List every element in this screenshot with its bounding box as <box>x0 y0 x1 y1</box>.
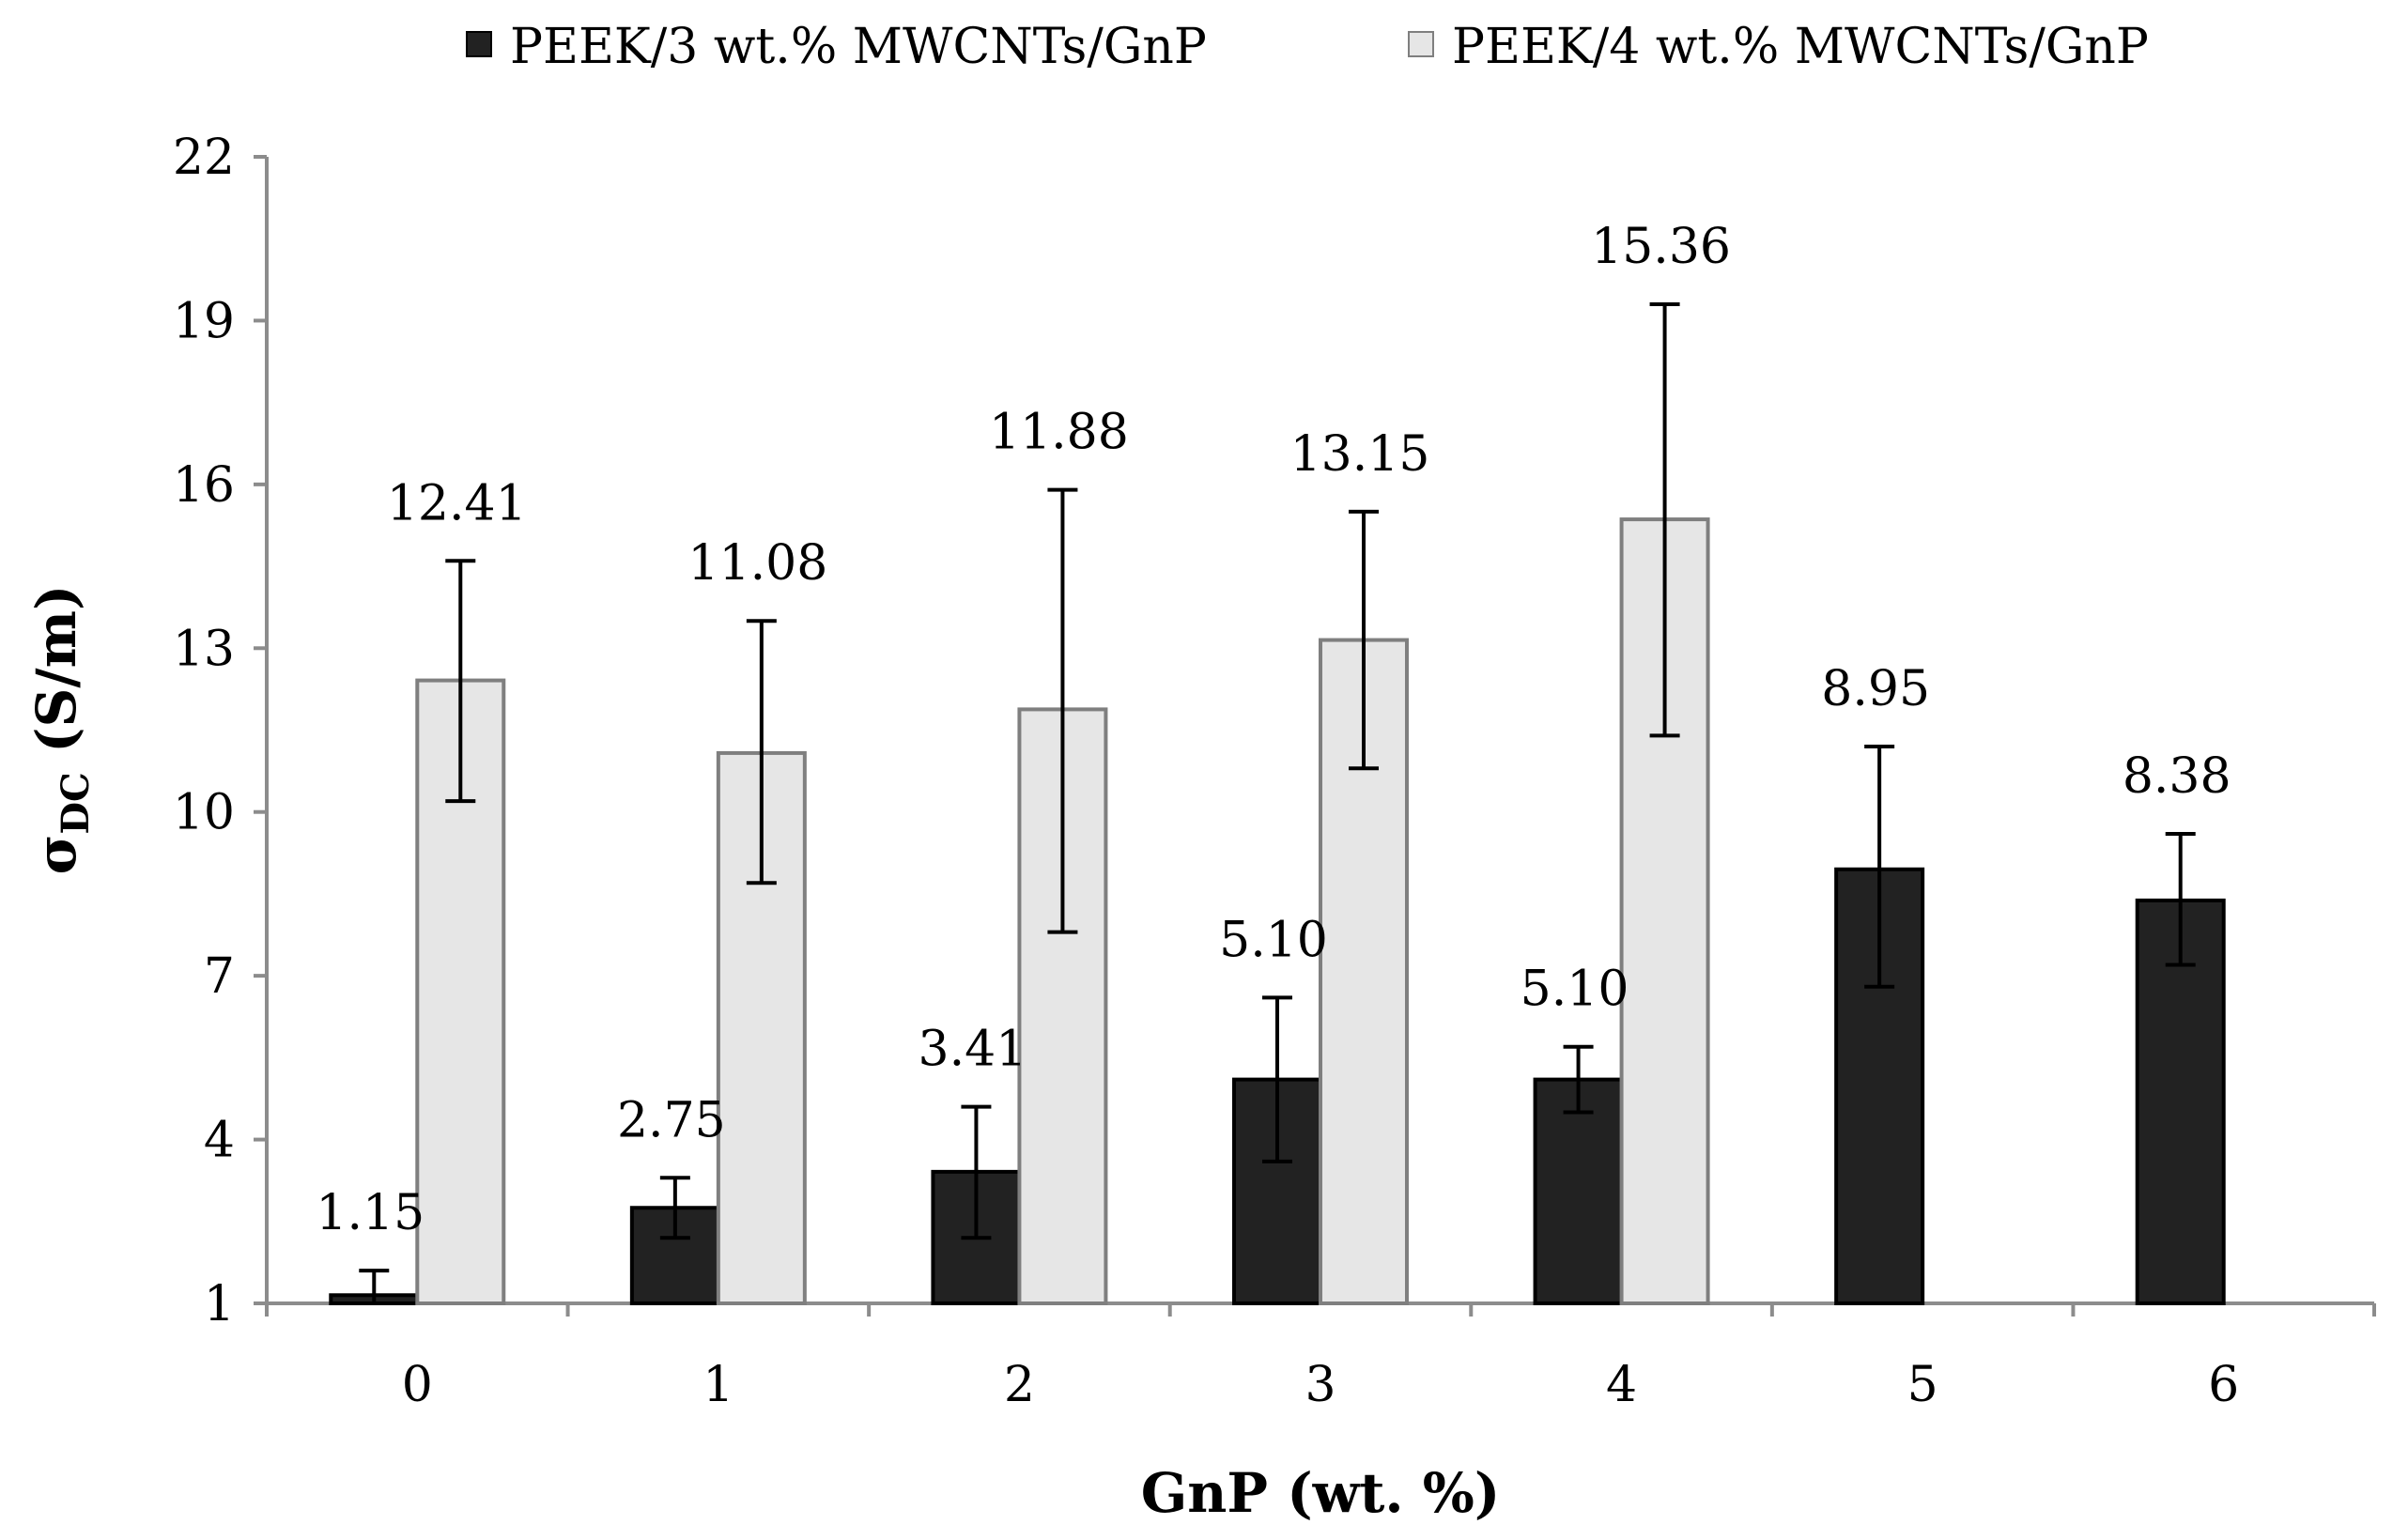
y-tick-label: 22 <box>173 130 235 186</box>
y-axis-title-symbol: σ <box>24 835 88 875</box>
data-label-series-2: 13.15 <box>1290 426 1430 483</box>
y-tick-label: 10 <box>173 785 235 841</box>
x-tick-label: 5 <box>1907 1357 1938 1413</box>
y-tick-label: 7 <box>204 948 235 1005</box>
data-label-series-1: 3.41 <box>919 1022 1027 1078</box>
x-tick-label: 1 <box>702 1357 733 1413</box>
legend-label-series-2: PEEK/4 wt.% MWCNTs/GnP <box>1452 19 2149 75</box>
data-label-series-1: 8.38 <box>2123 748 2231 805</box>
data-label-series-2: 11.88 <box>989 405 1129 461</box>
data-label-series-1: 2.75 <box>617 1092 726 1148</box>
y-axis-title: σDC (S/m) <box>24 585 98 875</box>
data-label-series-2: 12.41 <box>387 475 527 531</box>
error-bars <box>359 301 2196 1305</box>
y-tick-label: 4 <box>204 1113 235 1169</box>
legend: PEEK/3 wt.% MWCNTs/GnP PEEK/4 wt.% MWCNT… <box>466 19 2149 75</box>
y-tick-label: 16 <box>173 457 235 514</box>
data-label-series-2: 11.08 <box>687 535 827 592</box>
data-label-series-1: 5.10 <box>1219 912 1328 968</box>
legend-swatch-series-2 <box>1408 31 1434 57</box>
data-labels: 1.15 2.75 3.41 5.10 5.10 8.95 8.38 12.41 11.08 11… <box>316 219 2231 1241</box>
data-label-series-1: 8.95 <box>1821 661 1930 717</box>
y-axis-title-unit: (S/m) <box>24 585 88 773</box>
y-tick-label: 19 <box>173 293 235 349</box>
x-axis-title: GnP (wt. %) <box>1141 1461 1501 1525</box>
x-ticks: 0 1 2 3 4 5 6 <box>265 1303 2376 1413</box>
y-ticks: 1 4 7 10 13 16 19 22 <box>173 130 267 1332</box>
x-tick-label: 4 <box>1606 1357 1637 1413</box>
data-label-series-2: 15.36 <box>1591 219 1731 275</box>
y-axis-title-subscript: DC <box>54 772 98 835</box>
x-tick-label: 2 <box>1004 1357 1035 1413</box>
data-label-series-1: 1.15 <box>316 1185 425 1241</box>
legend-label-series-1: PEEK/3 wt.% MWCNTs/GnP <box>510 19 1207 75</box>
y-tick-label: 1 <box>204 1276 235 1332</box>
y-tick-label: 13 <box>173 621 235 677</box>
x-tick-label: 0 <box>402 1357 433 1413</box>
x-tick-label: 6 <box>2208 1357 2239 1413</box>
data-label-series-1: 5.10 <box>1521 962 1629 1018</box>
legend-swatch-series-1 <box>466 31 492 57</box>
x-tick-label: 3 <box>1305 1357 1335 1413</box>
